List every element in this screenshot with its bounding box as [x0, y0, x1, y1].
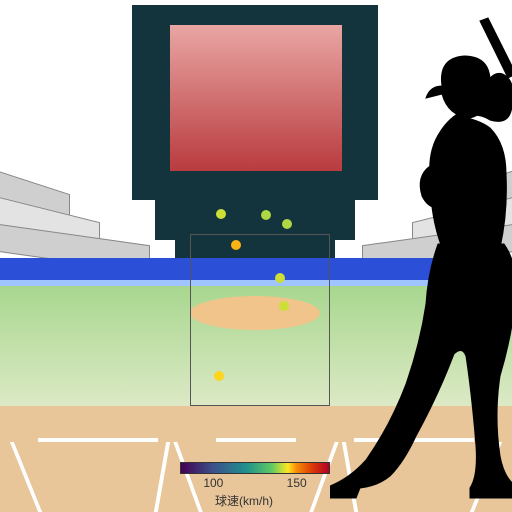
pitch-marker	[231, 240, 241, 250]
pitch-marker	[216, 209, 226, 219]
pitch-marker	[261, 210, 271, 220]
chalk-line	[216, 438, 296, 442]
pitch-marker	[282, 219, 292, 229]
pitch-marker	[214, 371, 224, 381]
scoreboard-screen	[170, 25, 342, 171]
legend-colorbar	[180, 462, 330, 474]
pitch-marker	[275, 273, 285, 283]
batter-silhouette	[330, 16, 512, 501]
pitch-chart-canvas: 100 150 球速(km/h)	[0, 0, 512, 512]
legend-tick: 150	[282, 476, 312, 490]
legend-tick: 100	[198, 476, 228, 490]
chalk-line	[38, 438, 158, 442]
strike-zone	[190, 234, 330, 406]
pitch-marker	[279, 301, 289, 311]
legend-label: 球速(km/h)	[215, 492, 273, 509]
